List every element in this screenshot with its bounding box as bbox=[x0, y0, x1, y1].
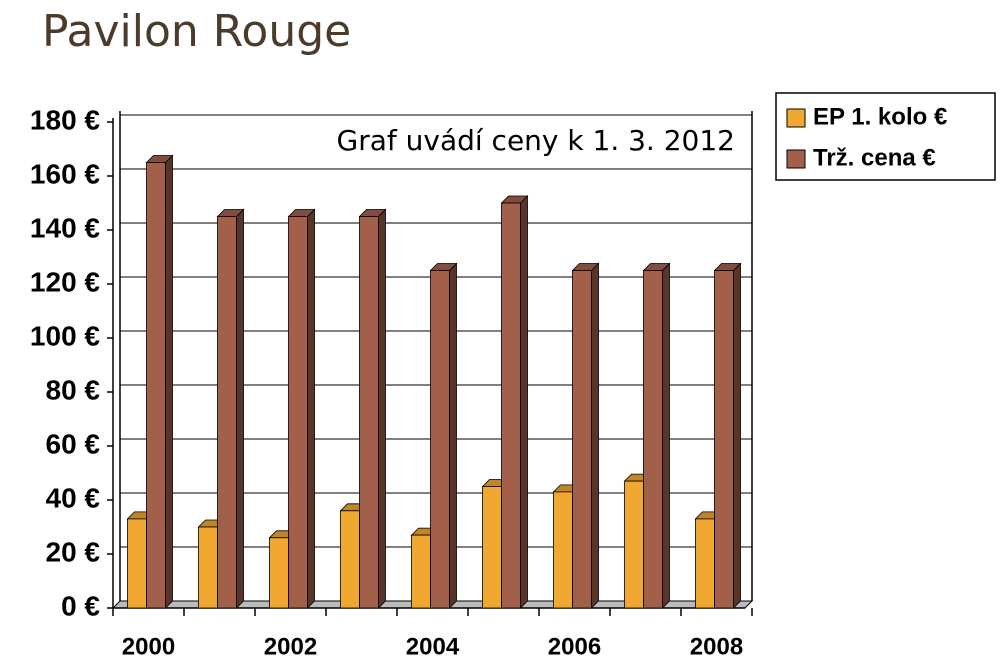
bar bbox=[553, 491, 573, 609]
x-tick-label: 2008 bbox=[690, 633, 743, 660]
bar-side bbox=[520, 195, 528, 609]
bar-side bbox=[662, 262, 670, 609]
bar bbox=[695, 518, 715, 609]
x-tick-label: 2000 bbox=[122, 633, 175, 660]
legend-box bbox=[775, 92, 996, 181]
y-tick-label: 100 € bbox=[30, 320, 100, 351]
bar bbox=[269, 537, 289, 609]
bar bbox=[643, 270, 663, 609]
x-tick-label: 2002 bbox=[264, 633, 317, 660]
bar bbox=[430, 270, 450, 609]
y-tick-label: 60 € bbox=[46, 428, 101, 459]
bar-side bbox=[236, 208, 244, 609]
bar bbox=[714, 270, 734, 609]
bar-side bbox=[449, 262, 457, 609]
bar bbox=[198, 526, 218, 609]
x-tick-label: 2006 bbox=[548, 633, 601, 660]
legend-label: Trž. cena € bbox=[813, 144, 936, 171]
bar bbox=[572, 270, 592, 609]
x-tick-label: 2004 bbox=[406, 633, 460, 660]
chart-title: Pavilon Rouge bbox=[42, 6, 351, 57]
y-tick-label: 80 € bbox=[46, 374, 101, 405]
bar-side bbox=[165, 154, 173, 609]
bar bbox=[359, 216, 379, 609]
bar bbox=[146, 162, 166, 609]
bar bbox=[127, 518, 147, 609]
bar-side bbox=[307, 208, 315, 609]
bar bbox=[217, 216, 237, 609]
bar-side bbox=[733, 262, 741, 609]
bar bbox=[482, 486, 502, 609]
annotation: Graf uvádí ceny k 1. 3. 2012 bbox=[337, 124, 736, 157]
bar bbox=[340, 510, 360, 609]
bar bbox=[288, 216, 308, 609]
y-tick-label: 20 € bbox=[46, 536, 101, 567]
legend-label: EP 1. kolo € bbox=[813, 103, 947, 130]
legend-swatch bbox=[786, 149, 806, 169]
bar bbox=[501, 202, 521, 609]
bar-side bbox=[378, 208, 386, 609]
y-tick-label: 120 € bbox=[30, 266, 100, 297]
y-tick-label: 140 € bbox=[30, 212, 100, 243]
bar bbox=[411, 534, 431, 609]
bar-side bbox=[591, 262, 599, 609]
y-tick-label: 0 € bbox=[61, 590, 100, 621]
y-tick-label: 40 € bbox=[46, 482, 101, 513]
y-tick-label: 180 € bbox=[30, 104, 100, 135]
legend-swatch bbox=[786, 108, 806, 128]
bar bbox=[624, 480, 644, 609]
y-tick-label: 160 € bbox=[30, 158, 100, 189]
